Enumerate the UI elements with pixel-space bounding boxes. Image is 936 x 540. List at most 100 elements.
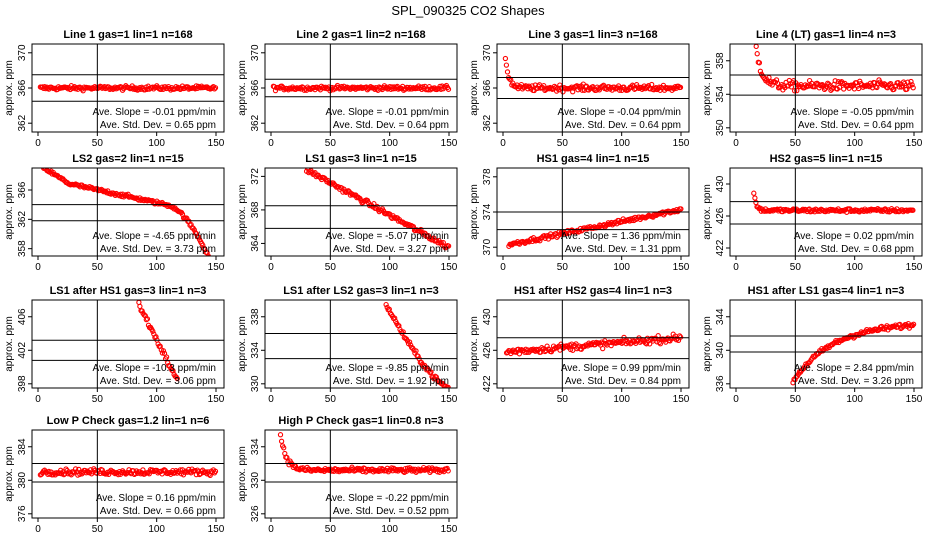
slope-label: Ave. Slope = — [794, 231, 851, 242]
y-axis-label: approx. ppm — [237, 60, 248, 116]
data-points — [277, 432, 451, 476]
y-tick-label: 338 — [250, 308, 261, 325]
slope-unit: ppm/min — [873, 363, 914, 374]
x-tick-label: 0 — [268, 138, 274, 149]
std-label: Ave. Std. Dev. = — [100, 376, 172, 387]
y-axis-label: approx. ppm — [4, 316, 15, 372]
x-tick-label: 50 — [325, 262, 337, 273]
y-tick-label: 380 — [17, 472, 28, 489]
data-point — [842, 336, 848, 342]
panel-6: LS1 gas=3 lin=1 n=15 0 50 100 150 364 368 372ap… — [237, 153, 458, 273]
panel-title: HS2 gas=5 lin=1 n=15 — [770, 153, 883, 165]
panel-5: LS2 gas=2 lin=1 n=15 0 50 100 150 358 362 366ap… — [4, 153, 225, 273]
slope-label: Ave. Slope = — [325, 493, 382, 504]
data-points — [270, 82, 452, 94]
std-unit: ppm — [194, 120, 216, 131]
x-tick-label: 50 — [557, 394, 569, 405]
data-point — [649, 81, 655, 88]
y-tick-label: 340 — [715, 342, 726, 359]
x-tick-label: 150 — [208, 394, 225, 405]
panel-title: Line 2 gas=1 lin=2 n=168 — [296, 29, 425, 41]
data-point — [195, 234, 202, 240]
x-tick-label: 100 — [381, 262, 398, 273]
y-tick-label: 370 — [250, 44, 261, 61]
data-point — [910, 85, 916, 91]
data-point — [163, 354, 170, 360]
slope-annotation: Ave. Slope = 0.16 ppm/min — [96, 493, 216, 504]
slope-annotation: Ave. Slope = 0.02 ppm/min — [794, 231, 914, 242]
slope-unit: ppm/min — [408, 231, 449, 242]
slope-annotation: Ave. Slope = 1.36 ppm/min — [561, 231, 681, 242]
std-value: 3.73 — [172, 244, 195, 255]
panels: Line 1 gas=1 lin=1 n=168 0 50 100 150 362 366 3… — [4, 29, 923, 535]
data-point — [112, 470, 118, 477]
slope-unit: ppm/min — [873, 107, 914, 118]
x-tick-label: 150 — [441, 262, 458, 273]
panel-7: HS1 gas=4 lin=1 n=15 0 50 100 150 370 374 378ap… — [469, 153, 690, 273]
panel-title: HS1 after HS2 gas=4 lin=1 n=3 — [514, 285, 672, 297]
std-unit: ppm — [659, 376, 681, 387]
data-point — [383, 301, 389, 308]
data-points — [790, 320, 917, 386]
slope-annotation: Ave. Slope = -10.3 ppm/min — [92, 363, 216, 374]
data-point — [600, 345, 606, 352]
std-value: 1.92 — [405, 376, 428, 387]
y-axis-label: approx. ppm — [702, 60, 713, 116]
y-tick-label: 326 — [250, 505, 261, 522]
std-unit: ppm — [427, 506, 449, 517]
data-point — [181, 469, 188, 475]
panel-title: HS1 after LS1 gas=4 lin=1 n=3 — [748, 285, 905, 297]
y-axis-label: approx. ppm — [4, 184, 15, 240]
x-tick-label: 0 — [733, 262, 739, 273]
std-annotation: Ave. Std. Dev. = 0.68 ppm — [798, 244, 914, 255]
plot-frame — [264, 429, 458, 519]
panel-title: Line 3 gas=1 lin=3 n=168 — [528, 29, 657, 41]
std-unit: ppm — [427, 120, 449, 131]
x-tick-label: 150 — [906, 138, 923, 149]
y-axis-label: approx. ppm — [702, 316, 713, 372]
y-tick-label: 358 — [17, 240, 28, 257]
y-tick-label: 378 — [482, 168, 493, 185]
data-point — [678, 206, 684, 212]
data-point — [212, 468, 219, 474]
x-tick-label: 150 — [208, 524, 225, 535]
y-axis-label: approx. ppm — [237, 184, 248, 240]
data-point — [863, 83, 869, 89]
x-tick-label: 150 — [906, 262, 923, 273]
std-annotation: Ave. Std. Dev. = 0.52 ppm — [333, 506, 449, 517]
slope-label: Ave. Slope = — [561, 231, 618, 242]
std-label: Ave. Std. Dev. = — [100, 244, 172, 255]
y-tick-label: 422 — [482, 375, 493, 392]
data-point — [908, 78, 914, 85]
slope-value: 0.02 — [851, 231, 874, 242]
data-point — [139, 308, 145, 314]
data-point — [752, 195, 758, 201]
data-points — [40, 168, 212, 256]
data-point — [504, 69, 511, 75]
data-point — [570, 347, 576, 353]
std-annotation: Ave. Std. Dev. = 1.92 ppm — [333, 376, 449, 387]
slope-annotation: Ave. Slope = 2.84 ppm/min — [794, 363, 914, 374]
std-annotation: Ave. Std. Dev. = 3.27 ppm — [333, 244, 449, 255]
data-point — [206, 254, 212, 256]
data-point — [174, 375, 180, 382]
data-point — [608, 342, 614, 349]
data-point — [392, 315, 398, 321]
panel-10: LS1 after LS2 gas=3 lin=1 n=3 0 50 100 150 33… — [237, 285, 458, 405]
data-point — [374, 203, 380, 210]
data-point — [150, 328, 156, 334]
panel-11: HS1 after HS2 gas=4 lin=1 n=3 0 50 100 150 42… — [469, 285, 690, 405]
y-tick-label: 364 — [250, 235, 261, 252]
std-value: 1.31 — [637, 244, 660, 255]
slope-value: -0.22 — [382, 493, 408, 504]
slope-value: -0.05 — [847, 107, 873, 118]
panel-9: LS1 after HS1 gas=3 lin=1 n=3 0 50 100 150 39… — [4, 285, 225, 405]
data-point — [794, 87, 800, 94]
y-axis-label: approx. ppm — [469, 184, 480, 240]
panel-title: LS1 after LS2 gas=3 lin=1 n=3 — [283, 285, 439, 297]
std-annotation: Ave. Std. Dev. = 3.06 ppm — [100, 376, 216, 387]
data-point — [677, 334, 684, 340]
y-tick-label: 368 — [250, 201, 261, 218]
panel-title: Low P Check gas=1.2 lin=1 n=6 — [47, 415, 210, 427]
y-axis-label: approx. ppm — [237, 316, 248, 372]
